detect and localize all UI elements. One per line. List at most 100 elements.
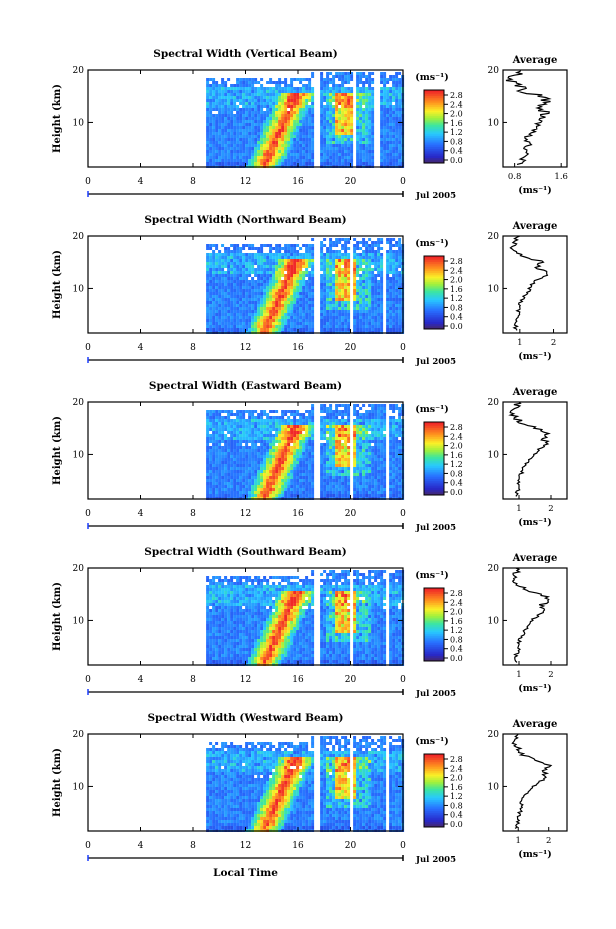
heatmap-cell — [353, 265, 357, 268]
heatmap-cell — [392, 325, 396, 328]
heatmap-cell — [299, 467, 303, 470]
heatmap-cell — [233, 437, 237, 440]
heatmap-cell — [209, 301, 213, 304]
heatmap-cell — [344, 259, 348, 262]
heatmap-cell — [389, 328, 393, 331]
heatmap-cell — [230, 132, 234, 135]
heatmap-cell — [215, 428, 219, 431]
heatmap-cell — [311, 440, 315, 443]
heatmap-cell — [296, 87, 300, 90]
heatmap-cell — [260, 494, 264, 497]
heatmap-cell — [287, 84, 291, 87]
heatmap-cell — [344, 96, 348, 99]
heatmap-cell — [305, 253, 309, 256]
heatmap-cell — [278, 325, 282, 328]
heatmap-cell — [392, 90, 396, 93]
heatmap-cell — [215, 464, 219, 467]
heatmap-cell — [230, 307, 234, 310]
heatmap-cell — [293, 434, 297, 437]
heatmap-cell — [215, 156, 219, 159]
heatmap-cell — [338, 99, 342, 102]
heatmap-cell — [302, 485, 306, 488]
heatmap-cell — [218, 416, 222, 419]
heatmap-cell — [281, 289, 285, 292]
heatmap-cell — [281, 81, 285, 84]
heatmap-cell — [215, 310, 219, 313]
heatmap-cell — [284, 81, 288, 84]
heatmap-cell — [380, 301, 384, 304]
heatmap-cell — [287, 268, 291, 271]
heatmap-cell — [326, 90, 330, 93]
heatmap-cell — [245, 138, 249, 141]
heatmap-cell — [389, 241, 393, 244]
heatmap-cell — [338, 304, 342, 307]
heatmap-cell — [245, 476, 249, 479]
heatmap-cell — [272, 328, 276, 331]
heatmap-cell — [224, 289, 228, 292]
heatmap-cell — [266, 286, 270, 289]
heatmap-cell — [227, 286, 231, 289]
colorbar-segment — [424, 292, 444, 295]
heatmap-cell — [293, 485, 297, 488]
colorbar-tick-label: 2.8 — [450, 257, 463, 266]
heatmap-cell — [359, 105, 363, 108]
heatmap-cell — [350, 153, 354, 156]
heatmap-cell — [368, 247, 372, 250]
heatmap-cell — [239, 413, 243, 416]
heatmap-cell — [371, 141, 375, 144]
heatmap-cell — [272, 292, 276, 295]
heatmap-cell — [221, 108, 225, 111]
heatmap-cell — [347, 153, 351, 156]
heatmap-cell — [248, 470, 252, 473]
heatmap-cell — [362, 108, 366, 111]
heatmap-cell — [254, 78, 258, 81]
heatmap-cell — [254, 437, 258, 440]
heatmap-cell — [377, 250, 381, 253]
heatmap-cell — [224, 156, 228, 159]
heatmap-cell — [386, 159, 390, 162]
colorbar-segment — [424, 274, 444, 277]
heatmap-cell — [227, 313, 231, 316]
heatmap-cell — [251, 476, 255, 479]
heatmap-cell — [389, 132, 393, 135]
heatmap-cell — [257, 268, 261, 271]
heatmap-cell — [260, 304, 264, 307]
heatmap-cell — [326, 491, 330, 494]
heatmap-cell — [224, 108, 228, 111]
heatmap-cell — [305, 289, 309, 292]
heatmap-cell — [383, 87, 387, 90]
heatmap-cell — [230, 316, 234, 319]
heatmap-cell — [227, 268, 231, 271]
heatmap-cell — [275, 485, 279, 488]
heatmap-cell — [251, 159, 255, 162]
heatmap-cell — [275, 126, 279, 129]
heatmap-cell — [263, 440, 267, 443]
heatmap-cell — [266, 90, 270, 93]
heatmap-cell — [353, 259, 357, 262]
heatmap-cell — [392, 117, 396, 120]
heatmap-cell — [320, 301, 324, 304]
heatmap-cell — [302, 126, 306, 129]
heatmap-cell — [275, 304, 279, 307]
heatmap-cell — [281, 325, 285, 328]
heatmap-cell — [308, 123, 312, 126]
heatmap-cell — [302, 262, 306, 265]
colorbar-segment — [424, 113, 444, 117]
heatmap-cell — [263, 455, 267, 458]
heatmap-cell — [284, 301, 288, 304]
heatmap-cell — [398, 135, 402, 138]
heatmap-cell — [218, 485, 222, 488]
heatmap-cell — [293, 295, 297, 298]
heatmap-cell — [362, 256, 366, 259]
heatmap-cell — [254, 268, 258, 271]
heatmap-cell — [230, 464, 234, 467]
heatmap-cell — [377, 280, 381, 283]
heatmap-cell — [305, 316, 309, 319]
heatmap-cell — [296, 425, 300, 428]
heatmap-cell — [290, 410, 294, 413]
heatmap-cell — [344, 265, 348, 268]
heatmap-cell — [335, 141, 339, 144]
heatmap-cell — [242, 482, 246, 485]
heatmap-cell — [281, 138, 285, 141]
heatmap-cell — [353, 298, 357, 301]
